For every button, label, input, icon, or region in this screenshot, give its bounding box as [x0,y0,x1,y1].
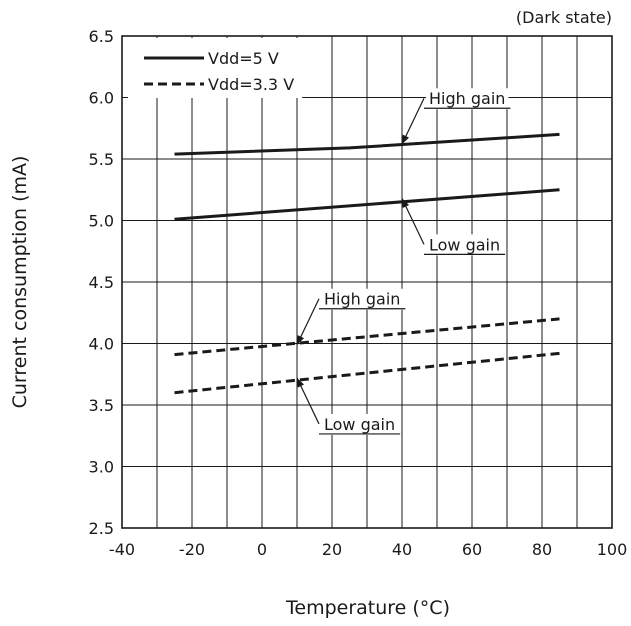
vdd-3v3-high-gain-line [174,317,560,357]
x-tick-label: -20 [179,540,205,559]
high-gain-callout-label-backing [321,288,404,310]
series-lines [174,132,560,395]
low-gain-callout-arrowhead [297,377,305,388]
y-tick-label: 6.5 [89,27,114,46]
x-tick-label: 80 [532,540,552,559]
x-tick-label: 60 [462,540,482,559]
x-tick-label: 20 [322,540,342,559]
vdd-5v-high-gain-line [174,132,560,156]
y-tick-label: 4.0 [89,335,114,354]
y-tick-label: 5.0 [89,212,114,231]
annotations: High gain Low gain High gain Low gain [296,88,511,435]
vdd-5v-low-gain-line [174,188,560,221]
low-gain-callout-arrowhead [402,198,410,208]
y-tick-label: 5.5 [89,150,114,169]
grid [121,35,613,529]
x-axis-title: Temperature (°C) [285,597,450,619]
x-tick-label: 0 [257,540,267,559]
tick-labels: 2.5 3.0 3.5 4.0 4.5 5.0 5.5 6.0 6.5 -40 -20 0 20 40 60… [89,27,628,559]
high-gain-callout-arrowhead [402,134,410,145]
low-gain-callout-label: Low gain [429,235,500,254]
x-tick-label: 100 [597,540,628,559]
chart-subtitle: (Dark state) [516,8,612,27]
high-gain-callout-label: High gain [429,89,505,108]
high-gain-callout-label: High gain [324,290,400,309]
legend-label: Vdd=3.3 V [208,75,294,94]
legend: Vdd=5 V Vdd=3.3 V [128,38,303,98]
plot-frame [121,35,613,529]
high-gain-callout-label-backing [426,88,509,110]
y-tick-label: 3.0 [89,458,114,477]
legend-label: Vdd=5 V [208,49,279,68]
x-tick-label: -40 [109,540,135,559]
y-tick-label: 2.5 [89,519,114,538]
y-tick-label: 6.0 [89,89,114,108]
low-gain-callout-label: Low gain [324,415,395,434]
y-tick-label: 4.5 [89,273,114,292]
vdd-3v3-low-gain-line [174,351,560,395]
high-gain-callout-arrowhead [297,335,305,345]
y-tick-label: 3.5 [89,396,114,415]
x-tick-label: 40 [392,540,412,559]
y-axis-title: Current consumption (mA) [9,156,31,409]
low-gain-callout-label-backing [321,413,399,435]
legend-backing [128,38,303,98]
low-gain-callout-label-backing [426,234,504,256]
